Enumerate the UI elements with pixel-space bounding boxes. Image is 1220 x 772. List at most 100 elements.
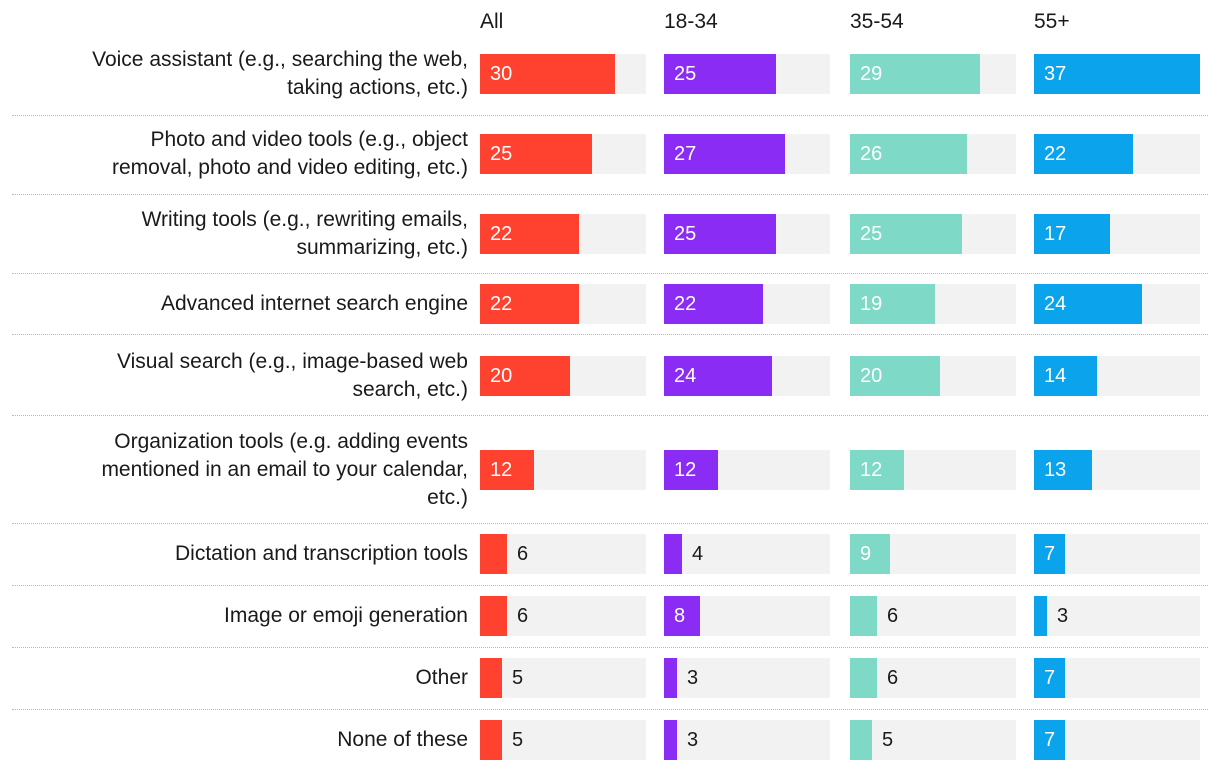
value-label: 5 bbox=[512, 667, 524, 689]
bar bbox=[1034, 284, 1142, 324]
value-label: 4 bbox=[692, 543, 704, 565]
value-label: 22 bbox=[1044, 143, 1067, 165]
bar-track bbox=[480, 720, 646, 760]
value-label: 20 bbox=[490, 365, 513, 387]
bar-track bbox=[480, 596, 646, 636]
bar bbox=[1034, 596, 1047, 636]
bar bbox=[850, 134, 967, 174]
value-label: 6 bbox=[517, 605, 529, 627]
bar bbox=[664, 658, 677, 698]
bar bbox=[850, 658, 877, 698]
bar bbox=[480, 596, 507, 636]
value-label: 20 bbox=[860, 365, 883, 387]
bar bbox=[480, 356, 570, 396]
bar bbox=[480, 54, 615, 94]
value-label: 13 bbox=[1044, 459, 1067, 481]
value-label: 25 bbox=[674, 223, 697, 245]
bar bbox=[1034, 534, 1065, 574]
value-label: 22 bbox=[490, 293, 513, 315]
value-label: 7 bbox=[1044, 729, 1056, 751]
bar bbox=[480, 134, 592, 174]
bar-track bbox=[850, 596, 1016, 636]
category-label: Other bbox=[415, 666, 468, 689]
bar bbox=[664, 214, 776, 254]
bar bbox=[1034, 658, 1065, 698]
category-label: Photo and video tools (e.g., object remov… bbox=[111, 128, 468, 179]
bar bbox=[664, 356, 772, 396]
category-label: Organization tools (e.g. adding events me… bbox=[101, 430, 468, 509]
row-divider bbox=[12, 709, 1208, 710]
category-label: Writing tools (e.g., rewriting emails, su… bbox=[141, 208, 468, 259]
bar bbox=[480, 720, 502, 760]
bar bbox=[850, 54, 980, 94]
value-label: 24 bbox=[674, 365, 697, 387]
bar bbox=[850, 720, 872, 760]
value-label: 6 bbox=[517, 543, 529, 565]
bar-track bbox=[1034, 596, 1200, 636]
value-label: 24 bbox=[1044, 293, 1067, 315]
bar bbox=[664, 596, 700, 636]
value-label: 3 bbox=[687, 729, 699, 751]
series-header: 35-54 bbox=[850, 10, 904, 33]
bar bbox=[664, 54, 776, 94]
value-label: 25 bbox=[860, 223, 883, 245]
bar bbox=[850, 596, 877, 636]
value-label: 26 bbox=[860, 143, 883, 165]
bar bbox=[480, 450, 534, 490]
value-label: 19 bbox=[860, 293, 883, 315]
value-label: 29 bbox=[860, 63, 883, 85]
bar bbox=[850, 214, 962, 254]
value-label: 37 bbox=[1044, 63, 1067, 85]
category-label: Visual search (e.g., image-based web sear… bbox=[117, 350, 468, 401]
bar bbox=[1034, 214, 1110, 254]
value-label: 22 bbox=[674, 293, 697, 315]
value-label: 30 bbox=[490, 63, 513, 85]
value-label: 5 bbox=[512, 729, 524, 751]
value-label: 3 bbox=[1057, 605, 1069, 627]
bar bbox=[850, 534, 890, 574]
value-label: 9 bbox=[860, 543, 872, 565]
row-divider bbox=[12, 647, 1208, 648]
category-label: None of these bbox=[337, 728, 468, 751]
bar bbox=[850, 284, 935, 324]
value-label: 3 bbox=[687, 667, 699, 689]
row-divider bbox=[12, 585, 1208, 586]
bar-track bbox=[850, 658, 1016, 698]
bar bbox=[480, 284, 579, 324]
bar bbox=[664, 134, 785, 174]
bar bbox=[664, 534, 682, 574]
row-divider bbox=[12, 115, 1208, 116]
bar-track bbox=[480, 534, 646, 574]
bar bbox=[480, 214, 579, 254]
value-label: 27 bbox=[674, 143, 697, 165]
category-label: Advanced internet search engine bbox=[160, 292, 468, 315]
value-label: 25 bbox=[674, 63, 697, 85]
category-label: Image or emoji generation bbox=[224, 604, 468, 627]
series-header: All bbox=[480, 10, 504, 33]
bar bbox=[1034, 134, 1133, 174]
bar-track bbox=[480, 658, 646, 698]
value-label: 25 bbox=[490, 143, 513, 165]
bar bbox=[850, 450, 904, 490]
bar-track bbox=[664, 658, 830, 698]
bar bbox=[664, 720, 677, 760]
bar-track bbox=[664, 534, 830, 574]
category-label: Voice assistant (e.g., searching the web… bbox=[92, 48, 468, 99]
value-label: 7 bbox=[1044, 543, 1056, 565]
value-label: 12 bbox=[674, 459, 697, 481]
value-label: 12 bbox=[860, 459, 883, 481]
value-label: 22 bbox=[490, 223, 513, 245]
bar bbox=[664, 284, 763, 324]
row-divider bbox=[12, 194, 1208, 195]
bar bbox=[664, 450, 718, 490]
value-label: 12 bbox=[490, 459, 513, 481]
bar bbox=[850, 356, 940, 396]
series-header: 55+ bbox=[1034, 10, 1070, 33]
row-divider bbox=[12, 273, 1208, 274]
value-label: 8 bbox=[674, 605, 686, 627]
bar bbox=[1034, 450, 1092, 490]
value-label: 6 bbox=[887, 605, 899, 627]
row-divider bbox=[12, 415, 1208, 416]
series-header: 18-34 bbox=[664, 10, 718, 33]
